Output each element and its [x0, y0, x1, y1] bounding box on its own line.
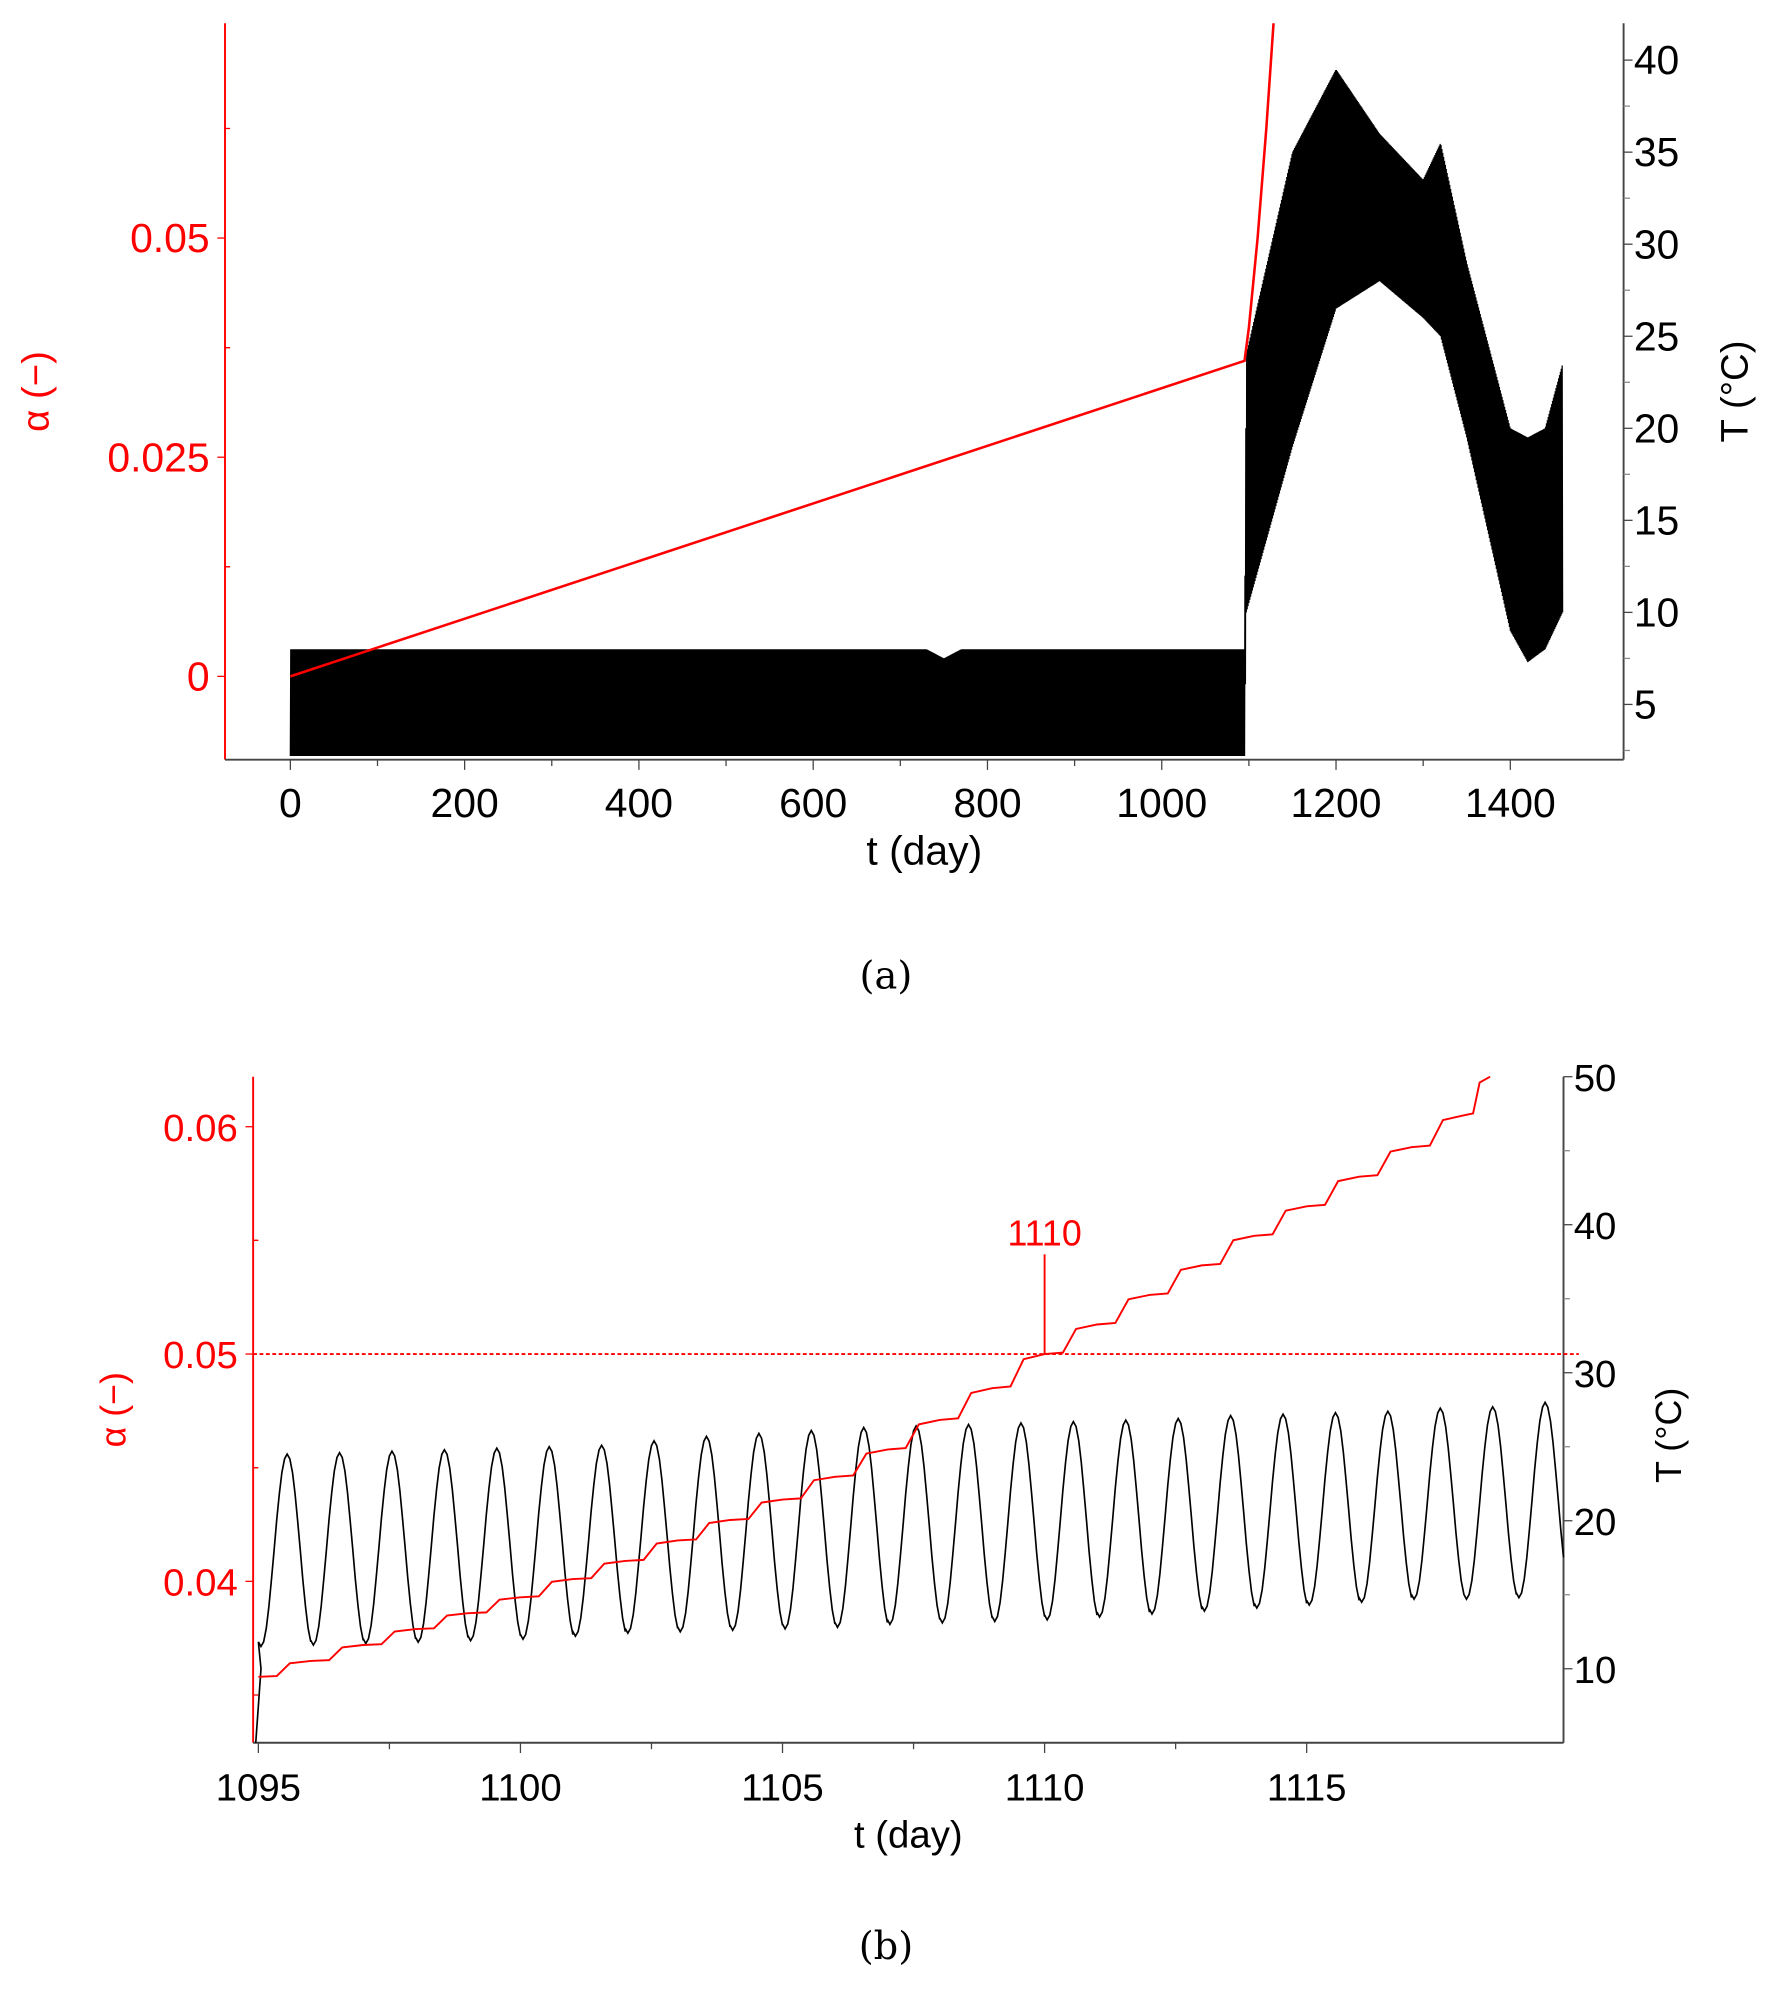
y-left-tick-label: 0: [187, 653, 210, 699]
y-right-tick-label: 20: [1574, 1501, 1617, 1544]
x-axis-label: t (day): [866, 827, 982, 873]
x-tick-label: 1110: [1005, 1766, 1085, 1809]
alpha-series: [258, 1075, 1491, 1678]
y-right-tick-label: 35: [1634, 129, 1679, 175]
y-right-axis-label: T (°C): [1714, 340, 1757, 442]
y-right-axis-label: T (°C): [1649, 1388, 1689, 1483]
x-tick-label: 600: [779, 780, 847, 826]
y-right-tick-label: 10: [1634, 589, 1679, 635]
y-left-tick-label: 0.04: [163, 1561, 238, 1604]
temperature-series: [289, 69, 1564, 756]
y-right-tick-label: 20: [1634, 405, 1679, 451]
temperature-series: [254, 1400, 1565, 1743]
panel-a-label: (a): [860, 953, 913, 998]
y-right-tick-label: 10: [1574, 1649, 1617, 1692]
x-tick-label: 1200: [1291, 780, 1382, 826]
y-left-tick-label: 0.06: [163, 1107, 238, 1150]
y-left-tick-label: 0.025: [107, 434, 209, 480]
x-tick-label: 800: [953, 780, 1021, 826]
x-tick-label: 1400: [1465, 780, 1556, 826]
y-right-tick-label: 50: [1574, 1057, 1617, 1100]
y-right-tick-label: 40: [1574, 1205, 1617, 1248]
x-tick-label: 1000: [1116, 780, 1207, 826]
y-right-tick-label: 15: [1634, 497, 1679, 543]
y-right-tick-label: 40: [1634, 37, 1679, 83]
x-tick-label: 0: [279, 780, 302, 826]
y-right-tick-label: 30: [1574, 1353, 1617, 1396]
y-left-tick-label: 0.05: [130, 215, 210, 261]
y-right-tick-label: 25: [1634, 313, 1679, 359]
x-tick-label: 1115: [1267, 1766, 1347, 1809]
x-tick-label: 1100: [479, 1766, 561, 1809]
panel-b-label: (b): [859, 1924, 913, 1969]
x-tick-label: 1105: [741, 1766, 823, 1809]
x-tick-label: 400: [605, 780, 673, 826]
panel-a: 0 200 400 600 800 1000 1200 1400 t (day) 0 0.025 0.…: [15, 23, 1757, 873]
x-axis-label: t (day): [854, 1814, 963, 1857]
y-left-axis-label: α (−): [93, 1372, 133, 1447]
y-right-tick-label: 30: [1634, 221, 1679, 267]
x-tick-label: 1095: [216, 1766, 301, 1809]
y-right-tick-label: 5: [1634, 681, 1657, 727]
alpha-series: [289, 23, 1275, 678]
y-left-tick-label: 0.05: [163, 1334, 238, 1377]
x-tick-label: 200: [431, 780, 499, 826]
panel-b: 1095 1100 1105 1110 1115 t (day) 0.04 0.05 0.06 α…: [93, 1057, 1689, 1857]
threshold-label: 1110: [1007, 1213, 1081, 1253]
y-left-axis-label: α (−): [15, 351, 58, 432]
